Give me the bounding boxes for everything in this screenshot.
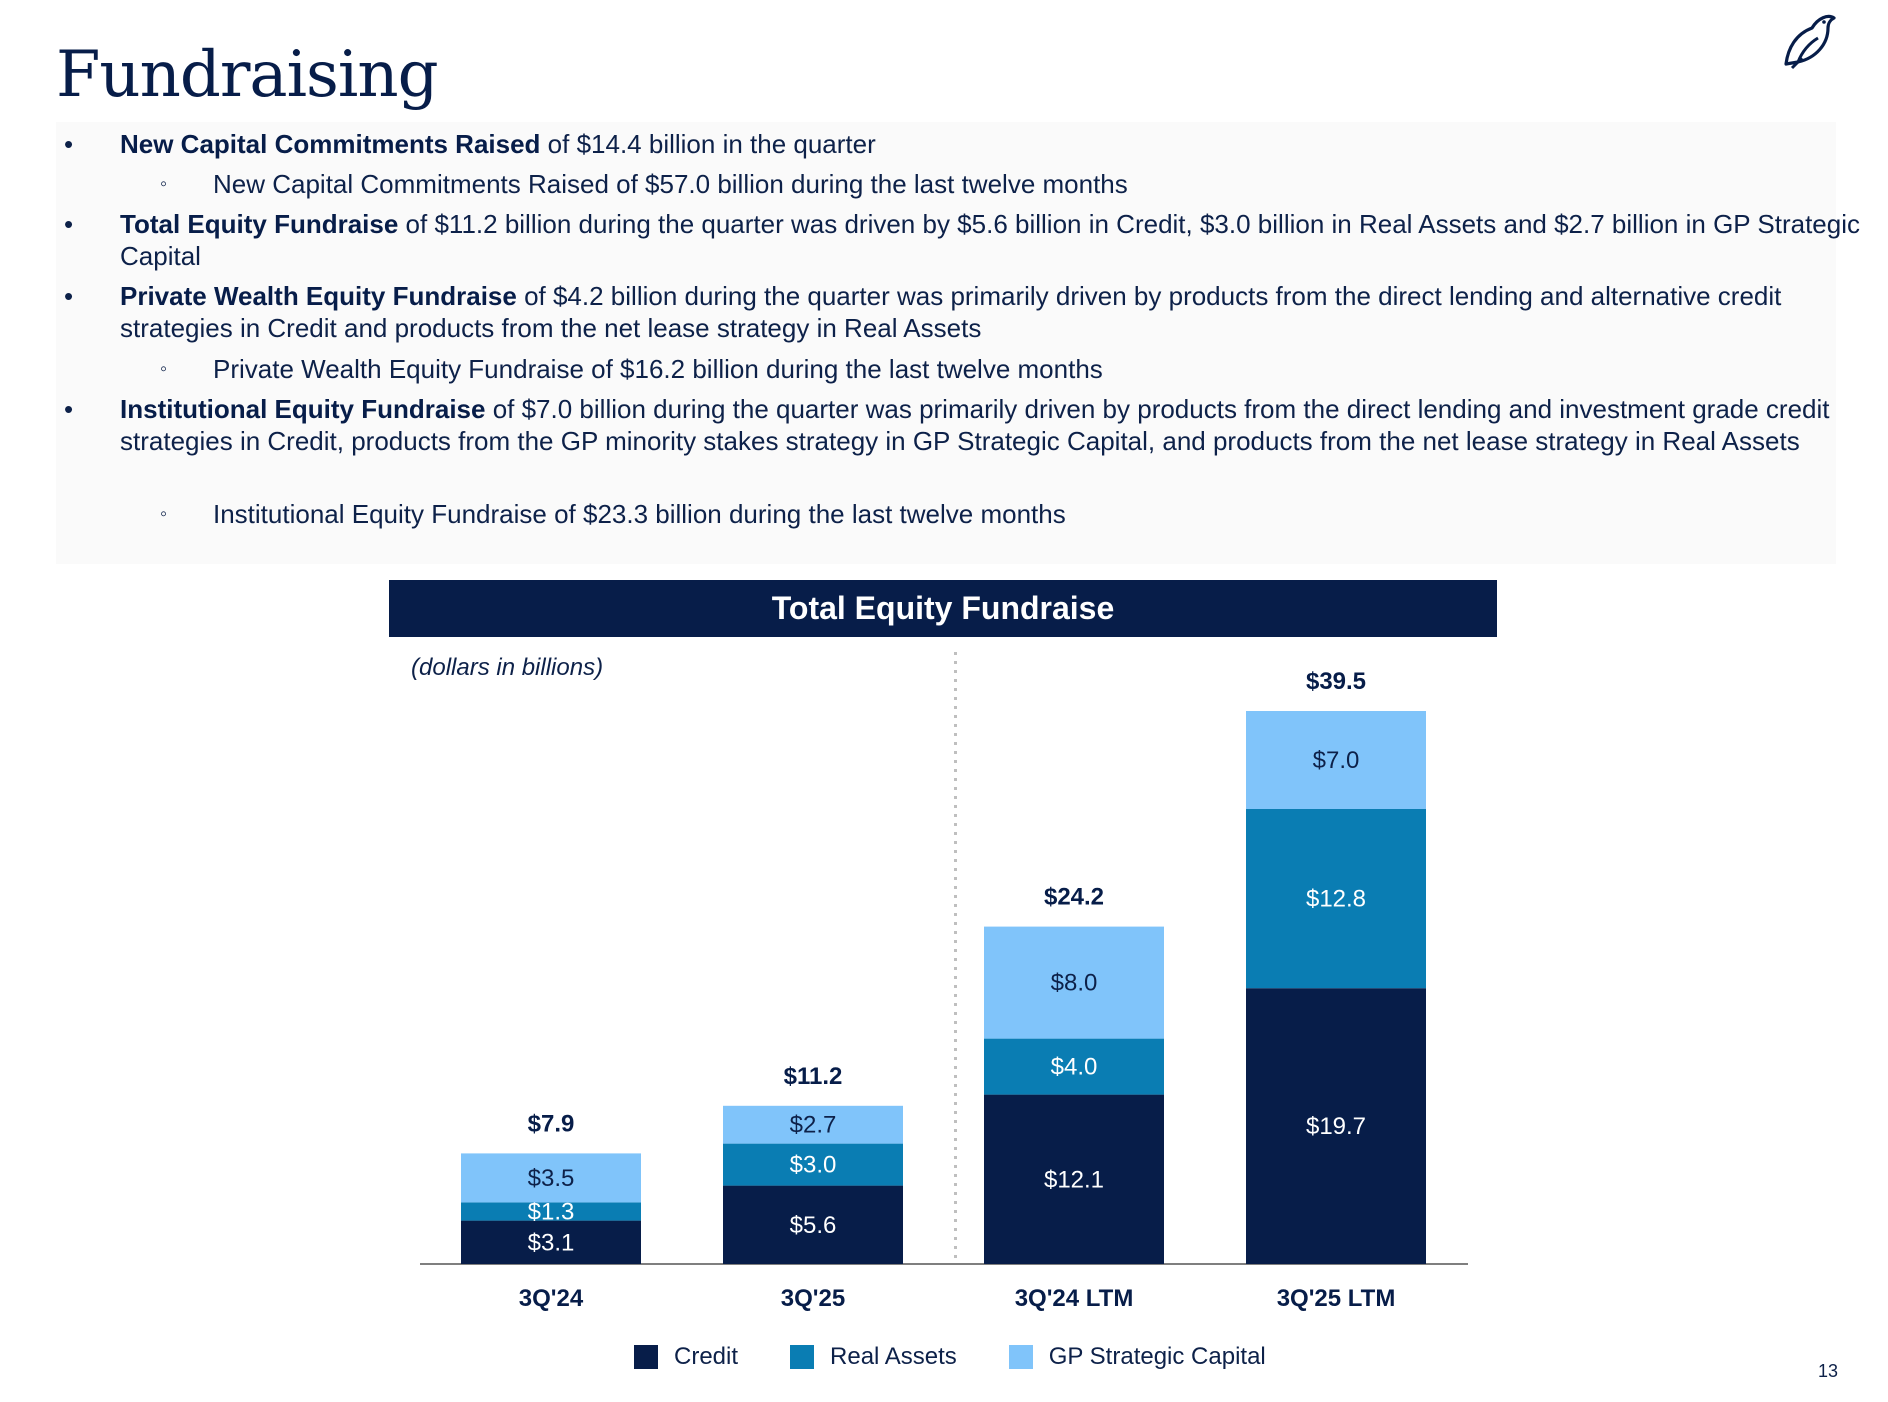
bar-segment-credit: [1246, 988, 1426, 1264]
bar-segment-credit: [984, 1094, 1164, 1264]
bar-total-label: $7.9: [528, 1110, 575, 1137]
bar-total-label: $24.2: [1044, 884, 1104, 911]
bar-segment-gp-strategic-capital: [1246, 711, 1426, 809]
legend-label: Credit: [674, 1343, 739, 1370]
sub-bullet-text: Private Wealth Equity Fundraise of $16.2…: [213, 354, 1103, 384]
bullet-text: of $14.4 billion in the quarter: [540, 129, 876, 159]
bar-segment-credit: [461, 1220, 641, 1264]
bar-value-label: $3.1: [528, 1229, 575, 1256]
bar-segment-credit: [723, 1185, 903, 1264]
legend-swatch-credit: [634, 1345, 658, 1369]
bar-value-label: $4.0: [1051, 1054, 1098, 1081]
bar-value-label: $19.7: [1306, 1113, 1366, 1140]
chart-subtitle: (dollars in billions): [411, 654, 604, 681]
bullet-text: of $4.2 billion during the quarter was p…: [120, 281, 1782, 343]
chart-legend: Credit Real Assets GP Strategic Capital: [634, 1343, 1318, 1371]
legend-item-credit: Credit: [634, 1343, 738, 1371]
bar-value-label: $8.0: [1051, 970, 1098, 997]
sub-bullet-text: Institutional Equity Fundraise of $23.3 …: [213, 499, 1066, 529]
bird-logo-icon: [1784, 14, 1836, 70]
bar-value-label: $3.0: [790, 1152, 837, 1179]
bar-value-label: $12.8: [1306, 886, 1366, 913]
bullet-bold: Total Equity Fundraise: [120, 209, 399, 239]
page-number: 13: [1818, 1361, 1839, 1381]
bar-segment-gp-strategic-capital: [723, 1105, 903, 1144]
chart-title: Total Equity Fundraise: [389, 580, 1497, 637]
bullet-text: of $11.2 billion during the quarter was …: [120, 209, 1861, 271]
legend-item-gp-strategic-capital: GP Strategic Capital: [1008, 1343, 1266, 1371]
x-tick-label: 3Q'24 LTM: [1015, 1285, 1134, 1312]
bullet-bold: Private Wealth Equity Fundraise: [120, 281, 517, 311]
bar-value-label: $1.3: [528, 1199, 575, 1226]
x-tick-label: 3Q'25: [781, 1285, 845, 1312]
bar-value-label: $2.7: [790, 1112, 837, 1139]
legend-swatch-gp-strategic-capital: [1008, 1345, 1033, 1369]
bar-value-label: $12.1: [1044, 1166, 1104, 1193]
bar-segment-gp-strategic-capital: [984, 926, 1164, 1039]
bullet-bold: Institutional Equity Fundraise: [120, 394, 486, 424]
bar-value-label: $5.6: [790, 1212, 837, 1239]
summary-bullets: • New Capital Commitments Raised of $14.…: [56, 122, 1860, 564]
bar-total-label: $11.2: [784, 1063, 843, 1090]
bullet-text: of $7.0 billion during the quarter was p…: [120, 394, 1830, 456]
bar-value-label: $7.0: [1313, 747, 1360, 774]
bar-total-label: $39.5: [1306, 668, 1366, 695]
bullet-bold: New Capital Commitments Raised: [120, 129, 541, 159]
legend-swatch-real-assets: [790, 1345, 815, 1369]
page-title: Fundraising: [56, 38, 439, 112]
legend-item-real-assets: Real Assets: [790, 1343, 957, 1371]
bar-segment-real-assets: [984, 1038, 1164, 1095]
bar-value-label: $3.5: [528, 1165, 575, 1192]
x-tick-label: 3Q'24: [519, 1285, 584, 1312]
sub-bullet-text: New Capital Commitments Raised of $57.0 …: [213, 169, 1128, 199]
legend-label: Real Assets: [830, 1343, 957, 1370]
bar-segment-real-assets: [1246, 809, 1426, 989]
legend-label: GP Strategic Capital: [1048, 1343, 1266, 1370]
bar-segment-real-assets: [723, 1143, 903, 1186]
bar-segment-real-assets: [461, 1202, 641, 1221]
bar-segment-gp-strategic-capital: [461, 1153, 641, 1203]
x-tick-label: 3Q'25 LTM: [1277, 1285, 1396, 1312]
